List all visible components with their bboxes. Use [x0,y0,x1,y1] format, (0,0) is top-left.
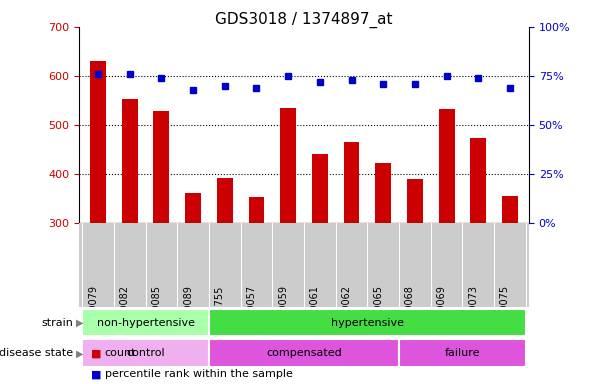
Text: hypertensive: hypertensive [331,318,404,328]
Text: failure: failure [444,348,480,358]
Text: ■: ■ [91,369,102,379]
Bar [209,309,526,336]
Bar [82,309,209,336]
Text: percentile rank within the sample: percentile rank within the sample [105,369,292,379]
Bar [153,111,170,223]
Bar [399,339,526,367]
Text: control: control [126,348,165,358]
Bar [312,154,328,223]
Bar [122,99,137,223]
Bar [82,339,209,367]
Bar [280,108,296,223]
Text: compensated: compensated [266,348,342,358]
Bar [438,109,455,223]
Bar [344,142,359,223]
Text: ▶: ▶ [76,318,83,328]
Bar [90,61,106,223]
Text: ▶: ▶ [76,348,83,358]
Bar [249,197,264,223]
Bar [471,137,486,223]
Bar [217,178,233,223]
Bar [502,196,518,223]
Text: disease state: disease state [0,348,73,358]
Text: non-hypertensive: non-hypertensive [97,318,195,328]
Bar [209,339,399,367]
Text: ■: ■ [91,348,102,358]
Bar [185,193,201,223]
Text: GDS3018 / 1374897_at: GDS3018 / 1374897_at [215,12,393,28]
Text: strain: strain [41,318,73,328]
Text: count: count [105,348,136,358]
Bar [375,163,391,223]
Bar [407,179,423,223]
